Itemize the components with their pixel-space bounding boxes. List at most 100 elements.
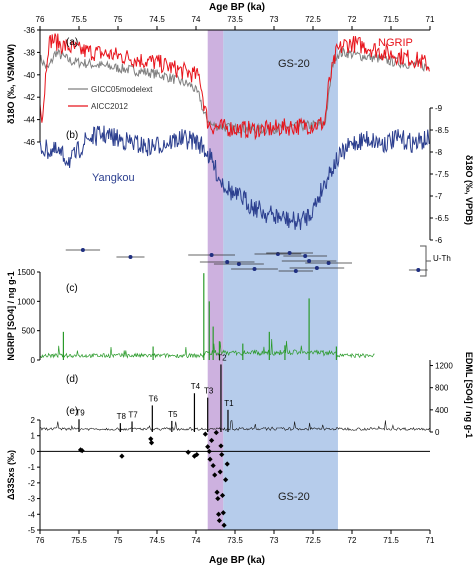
panel-d-y-tick-label: 0 [435,428,440,437]
panel-a-y-tick-label: -42 [23,93,35,102]
panel-e-y-tick-label: 1 [31,432,36,441]
gs20-label-bottom: GS-20 [278,491,310,503]
d33s-point [216,517,222,524]
gs20-label-top: GS-20 [278,58,310,70]
x-tick-label-top: 72 [348,15,357,24]
uth-point [80,248,85,252]
panel-e-y-tick-label: -2 [28,479,36,488]
edml-event-label-t4: T4 [191,382,201,391]
series-ngrip-sulfate-line [39,338,375,359]
uth-point [416,268,421,272]
d33s-point [214,489,220,495]
d33s-point [224,461,230,467]
x-tick-label-top: 74 [192,15,201,24]
x-tick-label-top: 75 [114,15,123,24]
y-label-b: δ18O (‰, VPDB) [464,155,474,225]
uth-point [303,254,308,258]
panel-e-y-tick-label: 0 [31,447,36,456]
panel-b-label: (b) [66,130,78,141]
panel-e-y-tick-label: -5 [28,526,36,535]
d33s-point [185,449,191,455]
d33s-point [217,469,223,475]
uth-bracket [420,245,431,277]
y-label-a: δ18O (‰, VSMOW) [6,44,16,124]
panel-d-y-tick-label: 1200 [435,362,453,371]
d33s-point [221,522,227,528]
panel-b-y-tick-label: -8.5 [435,126,449,135]
x-axis-title-bottom: Age BP (ka) [209,555,265,566]
panel-a-y-tick-label: -44 [23,116,35,125]
d33s-point [205,444,211,450]
d33s-point [194,451,200,458]
panels: T9 T8 T7 T6 T5 T4 T3 T2 T1 [39,33,431,528]
panel-a-label: (a) [66,37,78,48]
d33s-point [219,451,225,458]
series-aicc2012-line [39,33,430,141]
ngrip-label: NGRIP [378,37,413,49]
panel-e-y-tick-label: -3 [28,495,36,504]
panel-b-y-tick-label: -7 [435,192,443,201]
d33s-point [209,437,215,444]
x-axis-title-top: Age BP (ka) [209,2,265,13]
panel-b-y-tick-label: -8 [435,148,443,157]
panel-a-y-tick-label: -40 [23,71,35,80]
edml-event-label-t8: T8 [117,412,127,421]
d33s-point [206,448,212,455]
x-tick-label-bottom: 73 [270,536,279,545]
d33s-point [220,510,226,516]
uth-point [326,261,331,265]
d33s-point [148,436,154,442]
uth-point [307,259,312,263]
panel-c-y-tick-label: 1000 [17,297,35,306]
edml-event-label-t5: T5 [168,410,178,419]
panel-d-label: (d) [66,374,78,385]
panel-d-y-tick-label: 800 [435,384,449,393]
x-tick-label-top: 73 [270,15,279,24]
d33s-point [213,429,219,436]
x-tick-label-bottom: 75.5 [71,536,87,545]
x-tick-label-bottom: 72 [348,536,357,545]
d33s-point [202,431,208,437]
uth-point [314,266,319,270]
panel-a-y-tick-label: -46 [23,138,35,147]
panel-b-y-tick-label: -6 [435,236,443,245]
x-tick-label-bottom: 74.5 [149,536,165,545]
x-tick-label-top: 72.5 [305,15,321,24]
x-tick-label-bottom: 76 [36,536,45,545]
edml-event-label-t3: T3 [204,387,214,396]
edml-event-label-t6: T6 [149,394,159,403]
panel-e-label: (e) [66,406,78,417]
x-tick-label-bottom: 73.5 [227,536,243,545]
panel-e-y-tick-label: -1 [28,463,36,472]
panel-e-y-tick-label: 2 [31,416,36,425]
x-tick-label-bottom: 71.5 [383,536,399,545]
d33s-point [191,453,198,459]
uth-point [252,267,257,271]
labels: Age BP (ka) Age BP (ka) (a) (b) (c) (d) … [6,2,474,566]
d33s-point [218,443,224,449]
d33s-point [79,448,85,454]
edml-event-label-t9: T9 [75,408,85,417]
series-gicc05-line [39,46,430,135]
aicc-legend-label: AICC2012 [91,102,128,111]
uth-point [293,269,298,273]
uth-point [209,253,214,257]
panel-c-y-tick-label: 500 [22,327,36,336]
x-tick-label-top: 74.5 [149,15,165,24]
uth-label: U-Th [433,254,451,263]
panel-b-y-tick-label: -7.5 [435,170,449,179]
uth-point [287,251,292,255]
panel-a-y-tick-label: -36 [23,26,35,35]
d33s-point [219,492,226,499]
x-tick-label-top: 75.5 [71,15,87,24]
uth-point [128,255,133,259]
series-yangkou-line [39,125,430,231]
d33s-point [216,511,222,517]
x-tick-label-bottom: 72.5 [305,536,321,545]
x-tick-label-bottom: 75 [114,536,123,545]
yangkou-label: Yangkou [92,172,135,184]
y-label-d: EDML [SO4] / ng g-1 [464,352,474,438]
d33s-point [215,495,221,502]
period-shading [207,30,338,530]
